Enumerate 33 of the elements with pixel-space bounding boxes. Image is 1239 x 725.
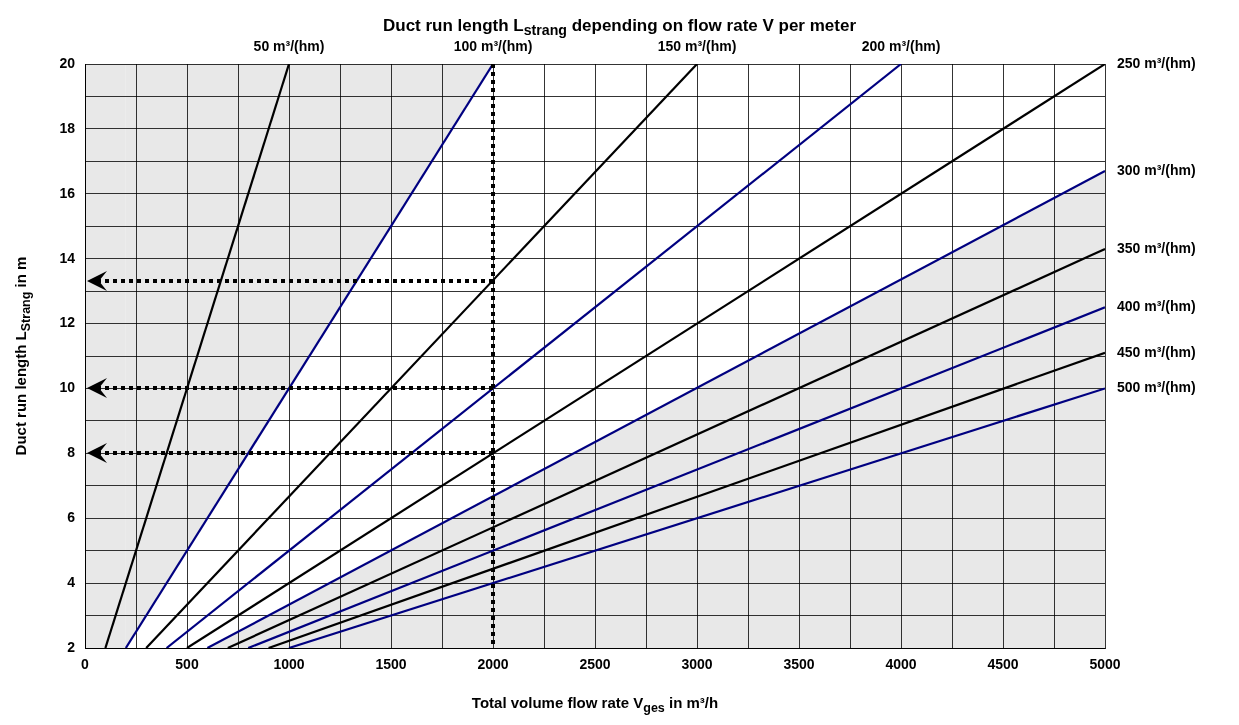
series-label: 350 m³/(hm) — [1117, 239, 1196, 256]
series-label: 50 m³/(hm) — [253, 37, 325, 54]
y-tick-label: 16 — [59, 184, 76, 201]
y-tick-label: 4 — [67, 573, 76, 590]
chart-title: Duct run length L$_{strang}$ depending on flow rate V per meter — [382, 16, 857, 39]
x-tick-label: 5000 — [1089, 655, 1121, 672]
x-tick-label: 0 — [81, 655, 90, 672]
y-tick-label: 18 — [59, 119, 76, 136]
x-tick-label: 3000 — [681, 655, 713, 672]
x-tick-label: 1500 — [375, 655, 407, 672]
y-tick-label: 6 — [67, 509, 76, 526]
x-tick-label: 2500 — [579, 655, 611, 672]
x-tick-label: 500 — [175, 655, 199, 672]
series-label: 400 m³/(hm) — [1117, 298, 1196, 315]
x-tick-label: 3500 — [783, 655, 815, 672]
y-tick-label: 10 — [59, 379, 76, 396]
x-tick-label: 2000 — [477, 655, 509, 672]
y-tick-label: 20 — [59, 54, 76, 71]
series-label: 250 m³/(hm) — [1117, 54, 1196, 71]
y-tick-label: 12 — [59, 314, 76, 331]
series-label: 300 m³/(hm) — [1117, 161, 1196, 178]
y-tick-label: 8 — [67, 444, 76, 461]
x-tick-label: 4500 — [987, 655, 1019, 672]
series-label: 200 m³/(hm) — [861, 37, 941, 54]
x-tick-label: 4000 — [885, 655, 917, 672]
series-label: 100 m³/(hm) — [453, 37, 533, 54]
y-tick-label: 14 — [59, 249, 76, 266]
series-label: 450 m³/(hm) — [1117, 343, 1196, 360]
x-tick-label: 1000 — [273, 655, 305, 672]
x-axis-title: Total volume flow rate V$_{ges}$ in m³/h — [470, 694, 720, 715]
series-label: 150 m³/(hm) — [657, 37, 737, 54]
y-tick-label: 2 — [67, 638, 76, 655]
series-label: 500 m³/(hm) — [1117, 379, 1196, 396]
